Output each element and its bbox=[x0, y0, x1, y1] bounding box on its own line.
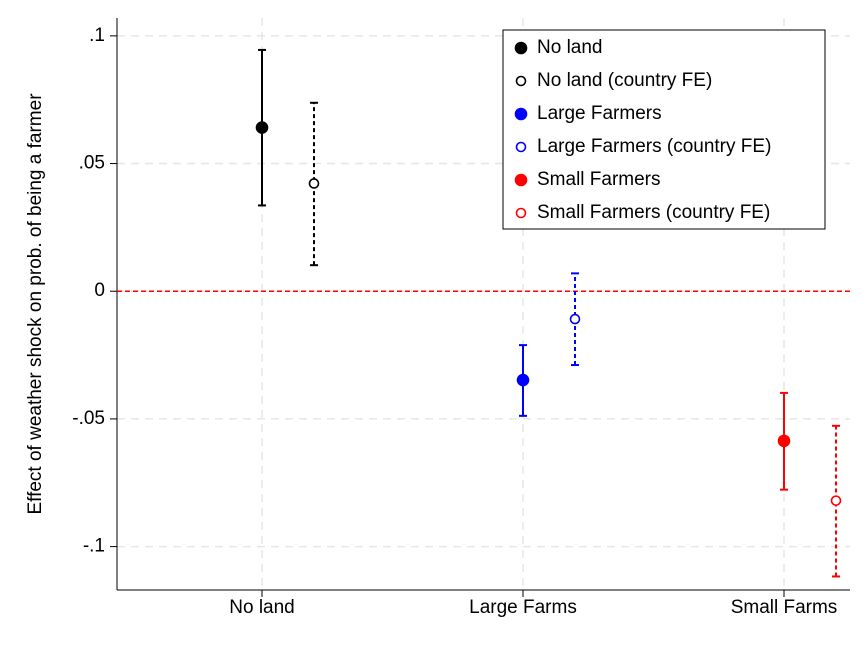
legend-marker bbox=[515, 207, 527, 219]
y-tick-label: .05 bbox=[79, 153, 105, 174]
y-tick-label: .1 bbox=[89, 25, 105, 46]
y-tick-label: -.05 bbox=[72, 408, 105, 429]
legend-label: No land bbox=[537, 37, 603, 58]
legend-marker bbox=[515, 141, 527, 153]
y-axis-label: Effect of weather shock on prob. of bein… bbox=[25, 93, 46, 515]
legend-label: No land (country FE) bbox=[537, 70, 712, 91]
legend-label: Small Farmers bbox=[537, 169, 661, 190]
x-tick-label: Large Farms bbox=[469, 597, 577, 618]
point bbox=[777, 434, 791, 448]
point bbox=[830, 495, 842, 506]
legend-marker bbox=[514, 173, 528, 187]
legend-marker bbox=[514, 41, 528, 55]
legend-label: Large Farmers (country FE) bbox=[537, 136, 771, 157]
point bbox=[516, 373, 530, 387]
x-tick-label: Small Farms bbox=[731, 597, 838, 618]
legend-label: Large Farmers bbox=[537, 103, 662, 124]
legend-box bbox=[502, 29, 826, 230]
legend-label: Small Farmers (country FE) bbox=[537, 202, 770, 223]
y-tick-label: -.1 bbox=[83, 536, 105, 557]
point bbox=[255, 121, 269, 134]
legend-marker bbox=[515, 75, 527, 87]
y-tick-label: 0 bbox=[94, 280, 105, 301]
point bbox=[308, 178, 320, 189]
legend-marker bbox=[514, 107, 528, 121]
x-tick-label: No land bbox=[229, 597, 295, 618]
point bbox=[569, 313, 581, 325]
